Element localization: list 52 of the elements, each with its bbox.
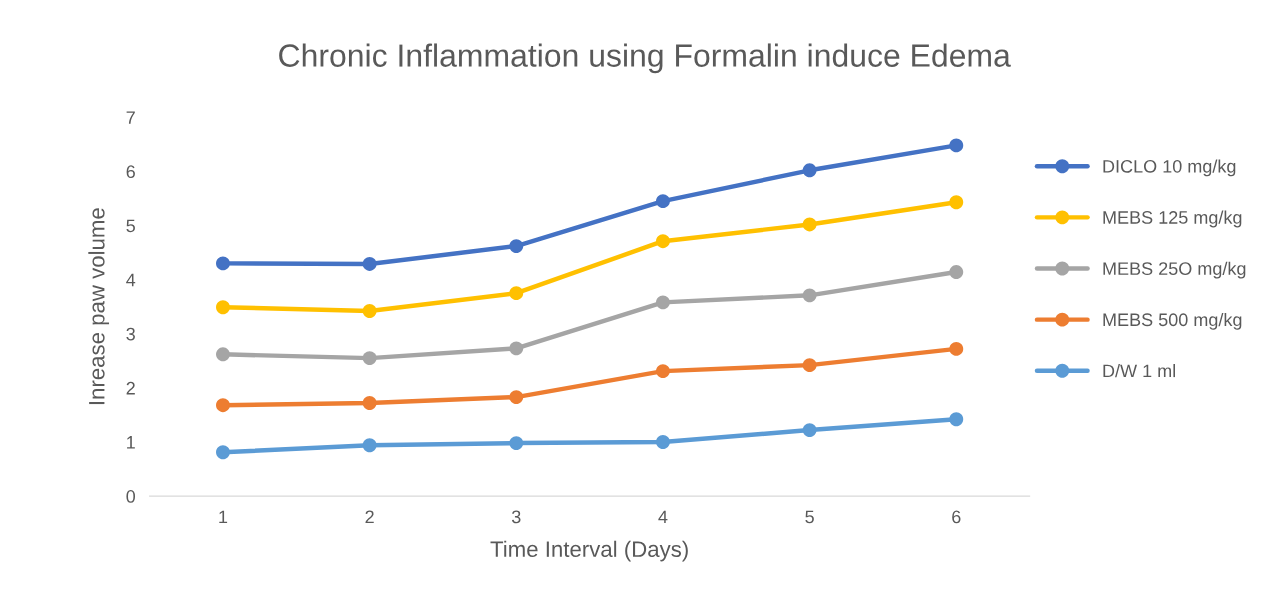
point: [216, 445, 230, 460]
point: [362, 304, 377, 318]
point: [216, 347, 230, 362]
point: [362, 438, 377, 453]
point: [509, 341, 524, 356]
x-tick-label: 2: [365, 510, 374, 524]
y-tick-label: 3: [126, 327, 135, 341]
point: [656, 364, 670, 379]
legend-label: MEBS 25O mg/kg: [1103, 261, 1246, 279]
point: [509, 239, 524, 254]
y-tick-label: 1: [127, 436, 135, 449]
x-tick-label: 4: [658, 510, 668, 524]
x-tick-label: 1: [219, 510, 228, 524]
x-tick-label: 5: [805, 510, 814, 524]
point: [949, 265, 964, 279]
point: [949, 138, 964, 153]
point: [509, 286, 524, 301]
point: [802, 288, 817, 303]
point: [362, 351, 377, 366]
point: [362, 256, 377, 271]
point: [509, 390, 524, 405]
point: [949, 195, 964, 210]
point: [656, 295, 670, 310]
point: [656, 234, 670, 249]
point: [949, 341, 964, 356]
legend-label: DICLO 10 mg/kg: [1103, 159, 1236, 177]
point: [656, 194, 670, 209]
x-tick-label: 3: [511, 510, 521, 524]
point: [802, 163, 817, 178]
point: [216, 398, 230, 413]
point: [802, 358, 817, 373]
x-tick-label: 6: [952, 510, 961, 524]
point: [362, 396, 377, 410]
point: [949, 412, 964, 427]
y-tick-label: 5: [126, 219, 135, 233]
point: [656, 435, 670, 449]
legend-label: D/W 1 ml: [1103, 364, 1176, 378]
y-tick-label: 7: [126, 111, 135, 124]
point: [802, 423, 817, 438]
y-tick-label: 4: [126, 273, 136, 287]
legend-label: MEBS 500 mg/kg: [1103, 312, 1242, 330]
y-tick-label: 0: [126, 490, 136, 503]
point: [802, 217, 817, 232]
chart-title: Chronic Inflammation using Formalin induce Edema: [279, 43, 1011, 74]
point: [216, 256, 230, 271]
x-axis-title: Time Interval (Days): [490, 540, 688, 562]
point: [509, 436, 524, 451]
point: [216, 300, 230, 315]
y-axis-title: Inrease paw volume: [88, 208, 110, 405]
y-tick-label: 6: [126, 165, 135, 179]
y-tick-label: 2: [126, 381, 135, 395]
legend-label: MEBS 125 mg/kg: [1103, 210, 1242, 228]
